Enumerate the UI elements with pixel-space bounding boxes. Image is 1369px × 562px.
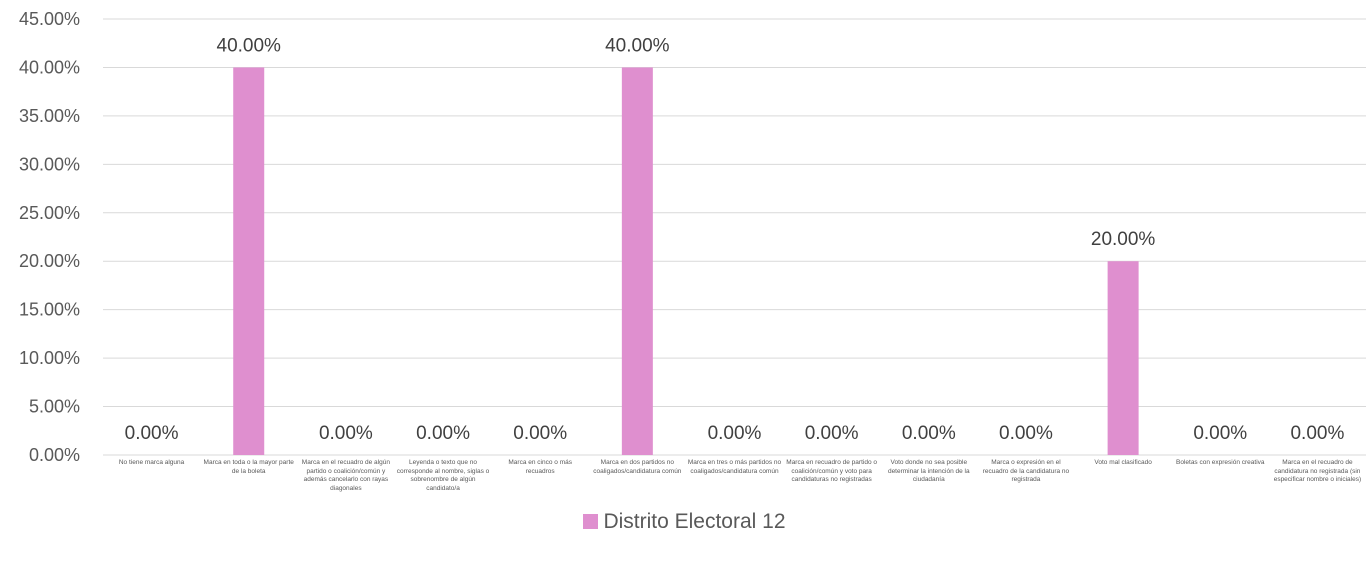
data-label: 0.00% [319,423,373,444]
y-tick-label: 10.00% [19,348,80,368]
data-label: 0.00% [999,423,1053,444]
x-category-label: Boletas con expresión creativa [1176,459,1265,466]
data-label: 0.00% [1193,423,1247,444]
data-label: 0.00% [902,423,956,444]
x-category-label: Marca en toda o la mayor parte de la bol… [203,459,294,475]
y-tick-label: 15.00% [19,300,80,320]
y-tick-label: 5.00% [29,397,80,417]
y-tick-label: 30.00% [19,154,80,174]
y-tick-label: 20.00% [19,251,80,271]
x-category-label: Marca en cinco o más recuadros [508,459,572,475]
legend-label: Distrito Electoral 12 [603,510,786,533]
x-category-label: Leyenda o texto que no corresponde al no… [396,459,490,492]
data-label: 0.00% [708,423,762,444]
data-label: 40.00% [605,35,670,56]
data-labels: 0.00% 40.00% 0.00% 0.00% 0.00% 40.00% 0.00% 0.0… [125,35,1345,444]
data-label: 0.00% [805,423,859,444]
x-category-label: Marca en tres o más partidos no coaligad… [687,459,782,475]
gridlines [103,18,1366,456]
x-category-label: Voto donde no sea posible determinar la … [887,459,970,484]
bar-chart: 0.00% 5.00% 10.00% 15.00% 20.00% 25.00% 30.00%… [19,9,1366,465]
data-label: 40.00% [217,35,282,56]
legend: Distrito Electoral 12 [0,510,1369,534]
bars [233,67,1139,455]
data-label: 0.00% [513,423,567,444]
bar [621,67,653,455]
x-category-label: Marca en recuadro de partido o coalición… [786,459,877,484]
y-axis-ticks: 0.00% 5.00% 10.00% 15.00% 20.00% 25.00% 30.00%… [19,9,80,465]
legend-swatch [583,514,599,529]
data-label: 0.00% [1290,423,1344,444]
x-category-label: No tiene marca alguna [118,459,185,466]
data-label: 0.00% [125,423,179,444]
y-tick-label: 25.00% [19,203,80,223]
x-category-label: Marca o expresión en el recuadro de la c… [982,459,1070,484]
data-label: 20.00% [1091,229,1156,250]
y-tick-label: 0.00% [29,445,80,465]
y-tick-label: 45.00% [19,9,80,29]
x-category-label: Marca en dos partidos no coaligados/cand… [593,459,682,475]
x-category-label: Marca en el recuadro de algún partido o … [301,459,390,492]
data-label: 0.00% [416,423,470,444]
x-category-label: Marca en el recuadro de candidatura no r… [1273,459,1362,484]
bar [233,67,265,455]
bar [1107,261,1139,455]
x-category-label: Voto mal clasificado [1094,459,1152,466]
y-tick-label: 40.00% [19,57,80,77]
y-tick-label: 35.00% [19,106,80,126]
